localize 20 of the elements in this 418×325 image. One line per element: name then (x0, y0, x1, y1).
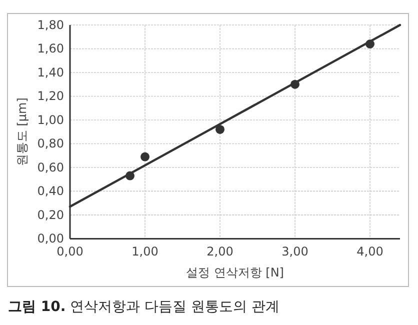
x-tick-label: 4,00 (356, 244, 384, 259)
y-tick-label: 1,80 (37, 18, 64, 32)
y-axis-title: 원통도 [μm] (15, 98, 29, 166)
point (140, 152, 150, 162)
text: 그림 10. 연삭저항과 다듬질 원통도의 관계 (8, 299, 280, 315)
y-tick-label: 0,80 (37, 136, 64, 151)
y-tick-label: 1,00 (37, 112, 64, 127)
y-tick-label: 0,00 (37, 232, 64, 246)
x-tick-label: 3,00 (282, 244, 308, 259)
x-tick-label: 2,00 (206, 244, 234, 259)
y-tick-label: 1,60 (37, 42, 64, 56)
x-axis-title: 설정 연삭저항 [N] (186, 266, 284, 280)
y-tick-label: 0,20 (37, 208, 64, 222)
x-tick-label: 0,00 (56, 244, 84, 259)
y-tick-label: 0,60 (37, 160, 64, 174)
y-tick-label: 1,40 (37, 65, 64, 80)
y-tick-label: 0,40 (37, 184, 64, 198)
point (216, 124, 224, 134)
y-tick-label: 1,20 (37, 89, 64, 104)
x-tick-label: 1,00 (132, 244, 158, 259)
